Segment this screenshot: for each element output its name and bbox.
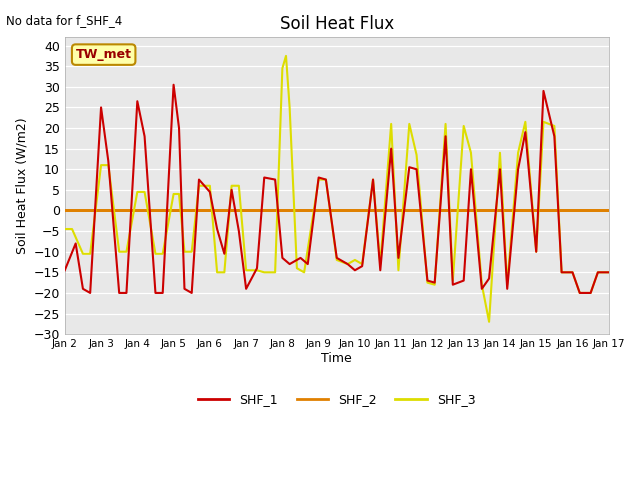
Text: TW_met: TW_met — [76, 48, 132, 61]
X-axis label: Time: Time — [321, 352, 352, 365]
Legend: SHF_1, SHF_2, SHF_3: SHF_1, SHF_2, SHF_3 — [193, 388, 481, 411]
Text: No data for f_SHF_4: No data for f_SHF_4 — [6, 14, 123, 27]
Y-axis label: Soil Heat Flux (W/m2): Soil Heat Flux (W/m2) — [15, 118, 28, 254]
Title: Soil Heat Flux: Soil Heat Flux — [280, 15, 394, 33]
